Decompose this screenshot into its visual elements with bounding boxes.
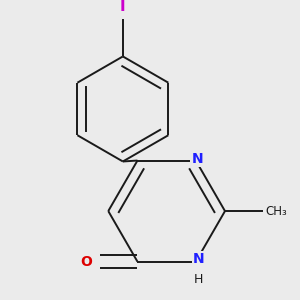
Text: I: I — [120, 0, 126, 14]
Text: N: N — [193, 252, 205, 266]
Text: CH₃: CH₃ — [266, 205, 288, 218]
Text: N: N — [191, 152, 203, 166]
Text: H: H — [194, 273, 203, 286]
Text: O: O — [80, 255, 92, 268]
